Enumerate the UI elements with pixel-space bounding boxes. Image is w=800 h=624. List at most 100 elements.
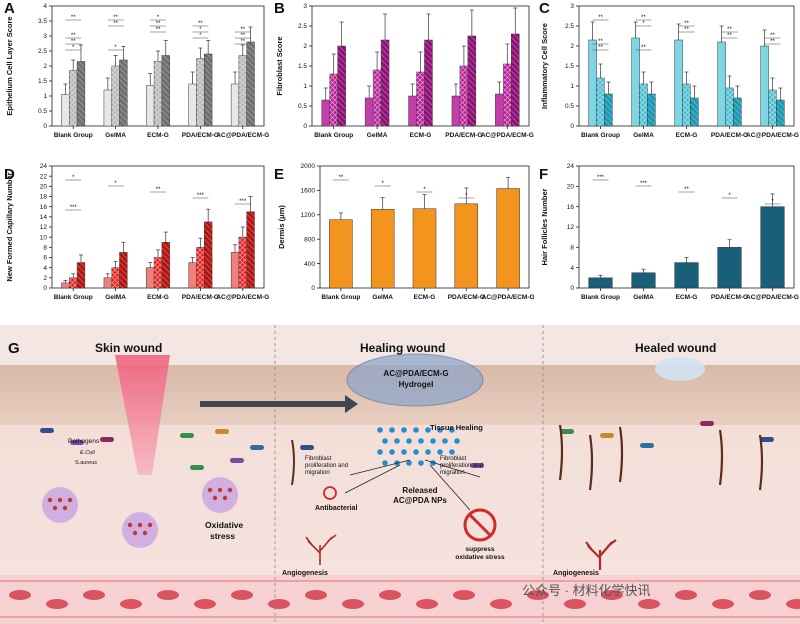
bar-hatch xyxy=(246,42,255,126)
significance-mark: ** xyxy=(598,45,603,51)
y-tick-label: 8 xyxy=(43,245,47,252)
significance-mark: * xyxy=(199,33,202,39)
effect-arrow xyxy=(424,459,481,478)
bar xyxy=(412,208,437,289)
y-tick-label: 0 xyxy=(43,123,47,130)
nanoparticle-icon xyxy=(382,460,388,466)
significance-mark: * xyxy=(728,193,731,199)
y-tick-label: 1 xyxy=(303,83,307,90)
bar-hatch xyxy=(238,237,247,288)
significance-mark: ** xyxy=(156,21,161,27)
y-tick-label: 18 xyxy=(40,194,48,201)
ros-star-icon xyxy=(67,497,73,503)
y-tick-label: 16 xyxy=(40,204,48,211)
bar-hatch xyxy=(604,94,613,126)
ros-star-icon xyxy=(217,487,223,493)
bar xyxy=(451,95,461,127)
bar xyxy=(408,95,417,127)
bar-hatch xyxy=(733,98,742,126)
red-blood-cell-icon xyxy=(601,590,623,600)
bar-hatch xyxy=(768,90,777,126)
bar-hatch xyxy=(329,74,338,126)
bar xyxy=(495,93,504,127)
bar-hatch xyxy=(204,54,213,126)
nanoparticle-icon xyxy=(430,460,436,466)
bar-hatch xyxy=(161,242,170,288)
bar-hatch xyxy=(231,84,239,126)
bar-hatch xyxy=(424,40,433,126)
x-tick-label: GelMA xyxy=(633,132,654,139)
significance-mark: ** xyxy=(113,21,118,27)
bar-hatch xyxy=(77,262,85,288)
nanoparticle-icon xyxy=(449,427,455,433)
effect-arrow xyxy=(349,459,411,476)
x-tick-label: AC@PDA/ECM-G xyxy=(216,132,269,139)
y-tick-label: 8 xyxy=(570,245,574,252)
red-blood-cell-icon xyxy=(120,599,142,609)
ros-star-icon xyxy=(52,505,58,511)
bar xyxy=(674,262,699,289)
bar xyxy=(103,277,112,289)
y-tick-label: 20 xyxy=(567,184,575,191)
nanoparticle-icon xyxy=(377,449,383,455)
panel-label-E: E xyxy=(274,166,285,183)
significance-mark: * xyxy=(114,45,117,51)
panel-label-D: D xyxy=(4,166,15,183)
fibroblast-label-left: migration xyxy=(305,470,330,476)
nanoparticle-icon xyxy=(377,427,383,433)
red-blood-cell-icon xyxy=(157,590,179,600)
ros-star-icon xyxy=(62,505,68,511)
nanoparticle-icon xyxy=(406,438,412,444)
angiogenesis-label: Angiogenesis xyxy=(553,570,599,577)
nanoparticle-icon xyxy=(382,438,388,444)
significance-mark: * xyxy=(199,27,202,33)
significance-mark: ** xyxy=(240,39,245,45)
significance-mark: ** xyxy=(598,15,603,21)
y-tick-label: 1.5 xyxy=(565,63,574,70)
bar-hatch xyxy=(204,221,213,288)
bar xyxy=(631,37,640,127)
significance-mark: ** xyxy=(71,33,76,39)
ros-star-icon xyxy=(132,530,138,536)
y-axis-label: Hair Follicles Number xyxy=(540,188,549,265)
suppress-icon xyxy=(463,508,497,542)
chart-E: 0 400 800 1200 1600 2000 Dermis (μm) Blank Grou… xyxy=(277,163,535,301)
antibacterial-label: Antibacterial xyxy=(315,505,357,512)
x-tick-label: PDA/ECM-G xyxy=(711,294,748,301)
fibroblast-label-left: Fibroblast xyxy=(305,456,332,462)
fibroblast-label-right: migration xyxy=(440,470,465,476)
red-blood-cell-icon xyxy=(749,590,771,600)
tissue-healing-label: Tissue Healing xyxy=(430,423,483,432)
nanoparticle-icon xyxy=(425,427,431,433)
ros-cell-icon xyxy=(202,477,238,513)
significance-mark: ** xyxy=(641,15,646,21)
significance-mark: ** xyxy=(71,15,76,21)
bar-hatch xyxy=(725,88,734,126)
bar-hatch xyxy=(238,55,247,126)
red-blood-cell-icon xyxy=(527,590,549,600)
significance-mark: *** xyxy=(197,193,205,199)
antibacterial-icon xyxy=(323,486,337,500)
y-tick-label: 4 xyxy=(43,265,47,272)
ros-star-icon xyxy=(57,497,63,503)
red-blood-cell-icon xyxy=(675,590,697,600)
nanoparticle-icon xyxy=(454,438,460,444)
significance-mark: ** xyxy=(113,15,118,21)
x-tick-label: GelMA xyxy=(372,294,393,301)
oxidative-label: Oxidative xyxy=(205,520,244,530)
hair-follicle-icon xyxy=(758,434,764,491)
nanoparticle-icon xyxy=(389,449,395,455)
y-tick-label: 2.5 xyxy=(298,23,307,30)
nanoparticle-icon xyxy=(413,427,419,433)
y-tick-label: 400 xyxy=(304,261,315,268)
bar-hatch xyxy=(111,66,120,126)
x-tick-label: Blank Group xyxy=(581,132,620,139)
y-tick-label: 12 xyxy=(567,224,575,231)
y-tick-label: 4 xyxy=(43,3,47,10)
x-tick-label: AC@PDA/ECM-G xyxy=(216,294,269,301)
x-tick-label: Blank Group xyxy=(54,132,93,139)
ros-star-icon xyxy=(137,522,143,528)
y-tick-label: 0 xyxy=(303,123,307,130)
